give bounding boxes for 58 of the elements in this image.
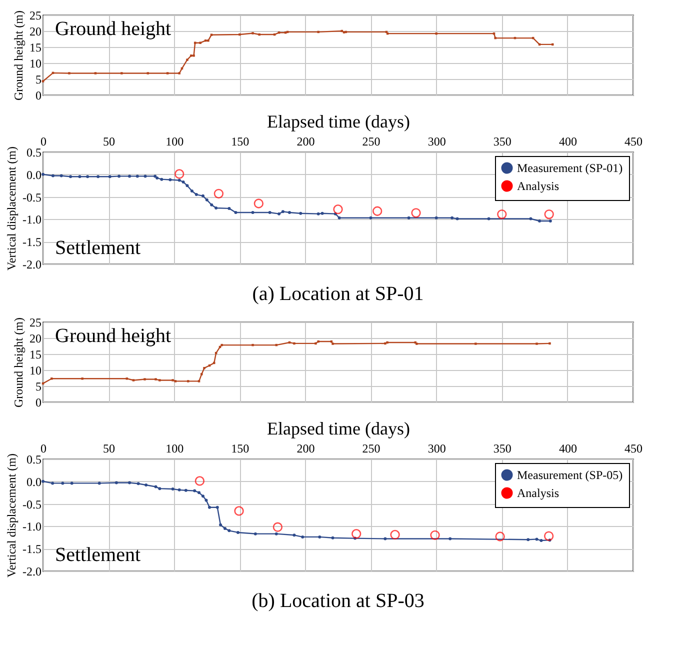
x-tick-label: 250 [362,442,380,456]
x-tick-label: 300 [428,442,446,456]
x-tick-label: 150 [231,442,250,456]
x-tick-label: 350 [493,134,512,148]
text: (a) Location at SP-01 [252,283,424,305]
x-tick-label: 50 [103,442,116,456]
y-tick-label: -0.5 [22,497,42,512]
x-axis-title: Elapsed time (days) [267,112,410,132]
y-tick-label: 10 [30,56,42,70]
x-tick-label: 150 [231,134,250,148]
y-tick-label: 20 [30,332,42,346]
x-tick-label: 250 [362,134,380,148]
y-tick-label: 25 [30,316,42,330]
y-tick-label: -1.5 [22,235,42,250]
y-tick-label: 0 [36,88,42,102]
annotation: Ground height [55,325,172,347]
legend-label: Analysis [517,179,560,193]
x-tick-label: 350 [493,442,512,456]
y-tick-label: 5 [36,72,42,86]
y-tick-label: 0.0 [26,168,42,182]
text: (b) Location at SP-03 [252,590,424,612]
y-tick-label: -2.0 [22,564,42,578]
x-axis-title: Elapsed time (days) [267,418,410,438]
y-axis-title: Vertical displacement (m) [4,146,19,270]
y-axis-title: Ground height (m) [12,318,26,408]
y-tick-label: 0 [36,396,42,410]
legend-label: Measurement (SP-05) [517,468,623,482]
x-tick-label: 100 [166,134,184,148]
y-tick-label: 15 [30,40,42,54]
legend-label: Analysis [517,486,560,500]
x-tick-label: 200 [296,134,315,148]
y-tick-label: -1.0 [22,212,42,227]
y-tick-label: -0.5 [22,190,42,204]
y-tick-label: 0.5 [26,452,42,466]
y-tick-label: -1.5 [22,542,42,556]
y-tick-label: 0.5 [26,146,42,160]
y-tick-label: 0.0 [26,474,42,489]
y-tick-label: -1.0 [22,520,42,534]
y-tick-label: 15 [30,348,42,362]
x-tick-label: 450 [624,442,642,456]
y-tick-label: -2.0 [22,258,42,272]
x-tick-label: 400 [558,442,577,456]
y-axis-title: Ground height (m) [12,10,26,100]
y-axis-title: Vertical displacement (m) [4,454,19,578]
y-tick-label: 20 [30,24,42,38]
annotation: Settlement [55,237,141,259]
x-tick-label: 450 [624,134,642,148]
annotation: Ground height [55,18,172,40]
y-tick-label: 10 [30,364,42,378]
annotation: Settlement [55,544,141,566]
y-tick-label: 5 [36,380,42,394]
x-tick-label: 50 [103,134,116,148]
legend-label: Measurement (SP-01) [517,161,623,175]
x-tick-label: 200 [296,442,315,456]
x-tick-label: 400 [558,134,577,148]
x-tick-label: 100 [166,442,184,456]
x-tick-label: 300 [428,134,446,148]
y-tick-label: 25 [30,8,42,22]
